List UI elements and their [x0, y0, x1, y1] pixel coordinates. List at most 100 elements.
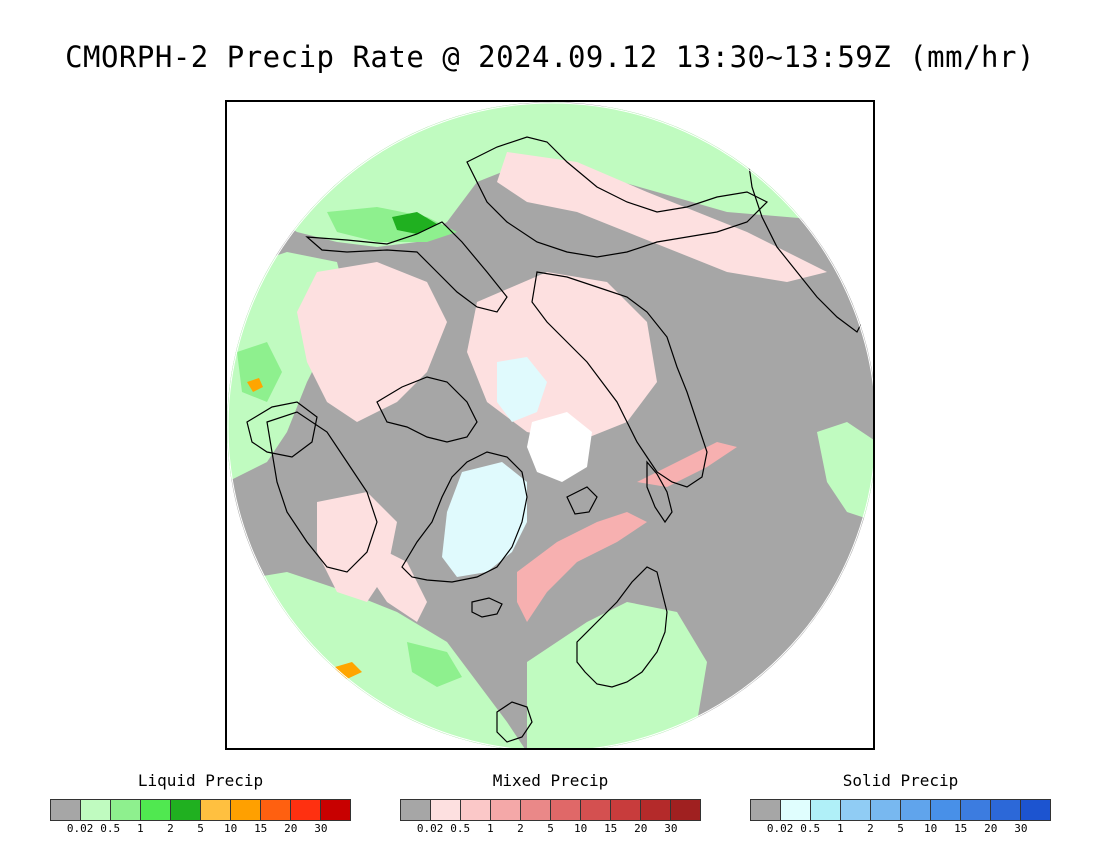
legend-mixed-swatch: [641, 800, 671, 820]
legend-mixed-tick-label: 0.5: [450, 822, 471, 835]
legend-solid-swatch: [781, 800, 811, 820]
coastline-scandinavia: [576, 566, 668, 688]
legend-liquid-tick-label: 10: [223, 822, 238, 835]
precip-map: [227, 102, 873, 748]
legend-solid-tick-label: 0.02: [766, 822, 794, 835]
legend-liquid-swatch: [321, 800, 350, 820]
legend-liquid-tick-label: 30: [314, 822, 328, 835]
liquid-heavy-patch-north: [392, 212, 437, 234]
legend-mixed-tick-label: 15: [604, 822, 618, 835]
legend-liquid-swatch: [51, 800, 81, 820]
legend-liquid: Liquid Precip 0.02 0.5 1 2 5 10 15 20 30: [50, 770, 351, 835]
legend-solid-swatch: [811, 800, 841, 820]
legend-solid-tick-label: 5: [897, 822, 904, 835]
legend-solid-ticks: 0.02 0.5 1 2 5 10 15 20 30: [750, 821, 1051, 835]
coastline-hudson-bay: [246, 401, 318, 458]
legend-solid-swatch: [901, 800, 931, 820]
liquid-light-region-east: [817, 422, 873, 522]
legend-solid-swatch: [871, 800, 901, 820]
legend-liquid-swatch: [201, 800, 231, 820]
legend-liquid-swatch: [141, 800, 171, 820]
legend-mixed-ticks: 0.02 0.5 1 2 5 10 15 20 30: [400, 821, 701, 835]
legend-liquid-tick-label: 5: [197, 822, 204, 835]
legend-solid-title: Solid Precip: [842, 771, 959, 790]
solid-light-region-arctic: [497, 357, 547, 422]
legend-liquid-swatch: [111, 800, 141, 820]
coastlines: [246, 136, 868, 743]
legend-mixed-title: Mixed Precip: [492, 771, 609, 790]
liquid-medium-patch-south: [407, 642, 462, 687]
coastline-novaya-zemlya: [646, 460, 673, 524]
legend-solid-swatch: [961, 800, 991, 820]
legend-liquid-swatch: [171, 800, 201, 820]
legend-mixed-swatch: [671, 800, 700, 820]
legend-liquid-swatch: [81, 800, 111, 820]
ice-white-region: [527, 412, 592, 482]
coastline-siberia: [466, 136, 769, 258]
legend-liquid-tick-label: 0.02: [66, 822, 94, 835]
disk-edge: [227, 102, 873, 748]
coastline-eurasia-north: [531, 271, 708, 488]
legend-mixed-swatch: [401, 800, 431, 820]
coastline-alaska: [305, 221, 508, 313]
legend-solid-tick-label: 30: [1014, 822, 1028, 835]
solid-light-region-greenland: [442, 462, 527, 577]
legend-solid-tick-label: 2: [867, 822, 874, 835]
liquid-intense-patch-west: [247, 378, 263, 392]
liquid-medium-patch-west: [237, 342, 282, 402]
legend-mixed-swatch: [461, 800, 491, 820]
legend-mixed-swatch: [551, 800, 581, 820]
legend-mixed-tick-label: 1: [486, 822, 494, 835]
legend-solid-tick-label: 1: [836, 822, 844, 835]
legend-mixed-tick-label: 10: [573, 822, 588, 835]
mixed-medium-band-atlantic: [517, 512, 647, 622]
legend-solid-swatch: [751, 800, 781, 820]
legend-liquid-tick-label: 0.5: [100, 822, 121, 835]
legend-solid-swatch: [841, 800, 871, 820]
legend-liquid-swatch: [261, 800, 291, 820]
chart-title: CMORPH-2 Precip Rate @ 2024.09.12 13:30~…: [65, 40, 1035, 74]
coastline-iceland: [471, 597, 503, 618]
legend-solid-tick-label: 0.5: [800, 822, 821, 835]
legend-liquid-tick-label: 1: [136, 822, 144, 835]
legend-liquid-tick-label: 2: [167, 822, 174, 835]
legend-mixed-tick-label: 5: [547, 822, 554, 835]
coastline-british-isles: [496, 701, 533, 743]
legend-mixed-swatch: [521, 800, 551, 820]
legend-solid-tick-label: 20: [984, 822, 998, 835]
coastline-svalbard: [566, 486, 598, 515]
mixed-light-region-north: [497, 152, 827, 282]
map-disk: [227, 102, 873, 748]
legend-liquid-tick-label: 20: [284, 822, 298, 835]
legend-mixed-tick-label: 20: [634, 822, 648, 835]
legend-liquid-ticks: 0.02 0.5 1 2 5 10 15 20 30: [50, 821, 351, 835]
coastline-north-america: [266, 411, 378, 573]
legend-liquid-title: Liquid Precip: [137, 771, 264, 790]
legend-solid-tick-label: 15: [954, 822, 968, 835]
legend-solid-swatch: [1021, 800, 1050, 820]
legend-mixed-swatches: [400, 799, 701, 821]
legend-liquid-swatch: [291, 800, 321, 820]
coastline-greenland: [401, 451, 528, 583]
legend-mixed-swatch: [431, 800, 461, 820]
legend-mixed: Mixed Precip 0.02 0.5 1 2 5 10 15 20 30: [400, 770, 701, 835]
legend-solid-swatches: [750, 799, 1051, 821]
coastline-canada-archipelago: [376, 376, 478, 443]
legend-mixed-swatch: [611, 800, 641, 820]
legend-solid-swatch: [931, 800, 961, 820]
legend-mixed-swatch: [491, 800, 521, 820]
mixed-light-region-west: [297, 262, 447, 422]
legend-liquid-tick-label: 15: [254, 822, 268, 835]
legend-liquid-swatch: [231, 800, 261, 820]
legend-liquid-swatches: [50, 799, 351, 821]
legend-solid-tick-label: 10: [923, 822, 938, 835]
liquid-medium-patch-north: [327, 207, 457, 242]
legend-mixed-tick-label: 2: [517, 822, 524, 835]
legend-mixed-tick-label: 30: [664, 822, 678, 835]
legend-mixed-swatch: [581, 800, 611, 820]
legend-solid-swatch: [991, 800, 1021, 820]
map-frame: [225, 100, 875, 750]
liquid-intense-patch-southwest: [335, 662, 362, 679]
legend-solid: Solid Precip 0.02 0.5 1 2 5 10 15 20 30: [750, 770, 1051, 835]
mixed-light-band-south: [367, 542, 427, 622]
